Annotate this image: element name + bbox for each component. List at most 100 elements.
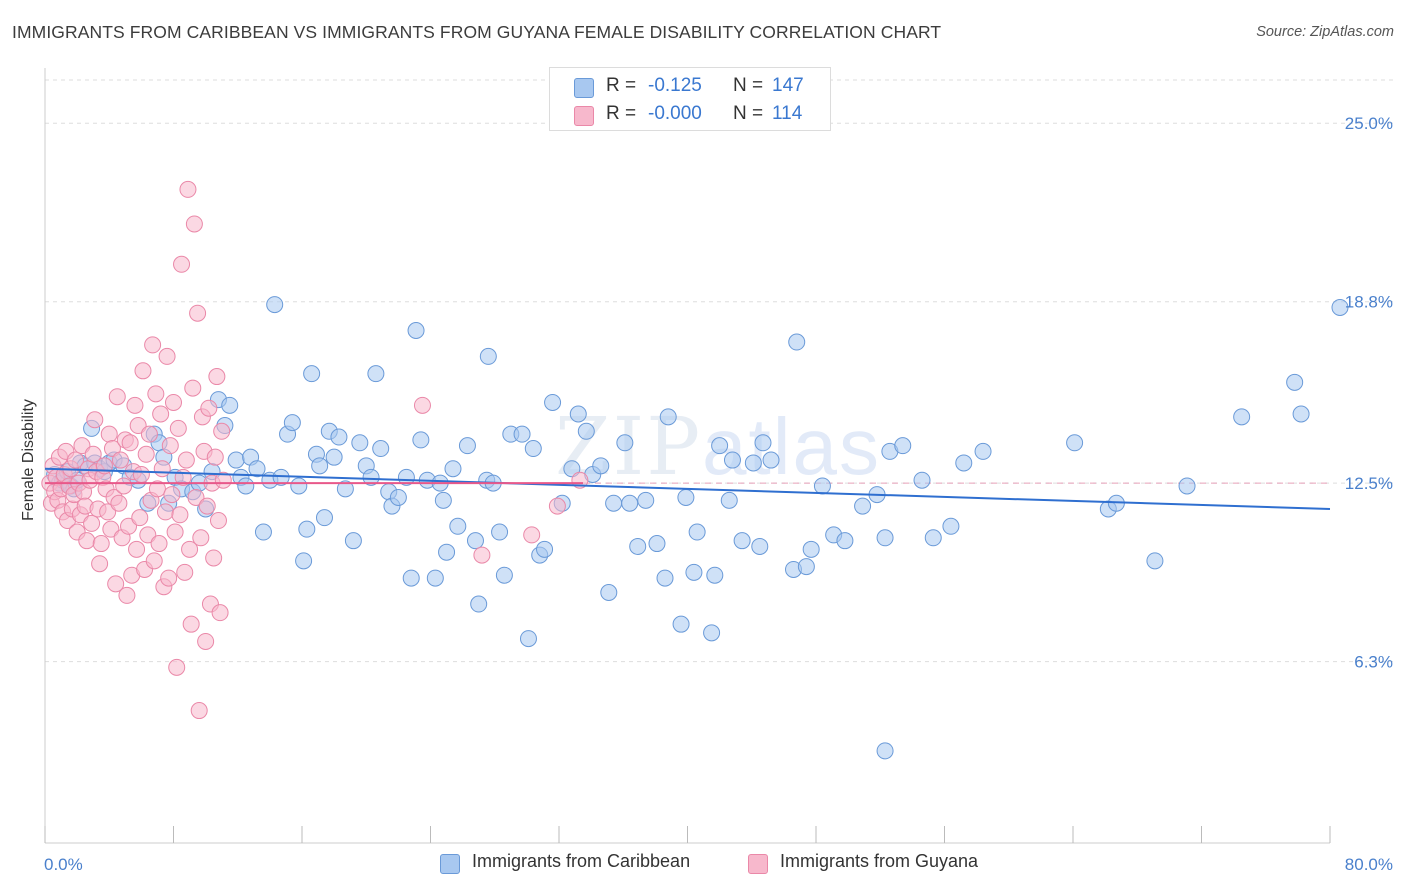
r-value: -0.000	[648, 103, 702, 124]
guyana-point	[140, 425, 158, 443]
guyana-point	[132, 465, 150, 483]
guyana-point	[182, 615, 200, 633]
guyana-point	[92, 535, 110, 553]
caribbean-point	[1286, 373, 1304, 391]
caribbean-point	[563, 460, 581, 478]
guyana-point	[134, 362, 152, 380]
caribbean-point	[290, 477, 308, 495]
caribbean-point	[372, 440, 390, 458]
guyana-point	[523, 526, 541, 544]
n-value: 147	[772, 75, 804, 96]
caribbean-point	[544, 393, 562, 411]
caribbean-point	[351, 434, 369, 452]
caribbean-point	[629, 537, 647, 555]
guyana-point	[213, 422, 231, 440]
caribbean-point	[254, 523, 272, 541]
guyana-point	[84, 445, 102, 463]
guyana-point	[103, 440, 121, 458]
caribbean-point	[1066, 434, 1084, 452]
caribbean-point	[311, 457, 329, 475]
caribbean-point	[577, 422, 595, 440]
caribbean-point	[367, 365, 385, 383]
source-label: Source: ZipAtlas.com	[1256, 24, 1394, 40]
caribbean-point	[569, 405, 587, 423]
caribbean-point	[266, 296, 284, 314]
caribbean-point	[688, 523, 706, 541]
guyana-point	[166, 523, 184, 541]
caribbean-point	[1331, 298, 1349, 316]
guyana-point	[83, 514, 101, 532]
watermark-atlas: atlas	[702, 402, 881, 491]
legend-label-caribbean: Immigrants from Caribbean	[472, 851, 691, 871]
caribbean-point	[466, 532, 484, 550]
caribbean-point	[802, 540, 820, 558]
caribbean-point	[519, 630, 537, 648]
y-tick-label: 12.5%	[1345, 474, 1393, 493]
guyana-point	[169, 419, 187, 437]
guyana-point	[153, 460, 171, 478]
caribbean-point	[315, 509, 333, 527]
caribbean-point	[813, 477, 831, 495]
caribbean-point	[336, 480, 354, 498]
caribbean-point	[495, 566, 513, 584]
y-tick-label: 25.0%	[1345, 114, 1393, 133]
caribbean-point	[458, 437, 476, 455]
caribbean-point	[397, 468, 415, 486]
stats-row-guyana: R = -0.000 N = 114	[550, 100, 830, 128]
guyana-point	[73, 437, 91, 455]
caribbean-point	[1146, 552, 1164, 570]
guyana-point	[126, 396, 144, 414]
caribbean-point	[524, 440, 542, 458]
caribbean-point	[955, 454, 973, 472]
caribbean-point	[672, 615, 690, 633]
caribbean-point	[402, 569, 420, 587]
trend-line-caribbean	[44, 467, 1331, 511]
caribbean-point	[298, 520, 316, 538]
guyana-point	[158, 347, 176, 365]
caribbean-point	[470, 595, 488, 613]
caribbean-point	[444, 460, 462, 478]
r-value: -0.125	[648, 75, 702, 96]
caribbean-point	[592, 457, 610, 475]
caribbean-point	[227, 451, 245, 469]
caribbean-point	[648, 535, 666, 553]
caribbean-point	[685, 563, 703, 581]
guyana-point	[189, 304, 207, 322]
guyana-point	[205, 549, 223, 567]
guyana-point	[184, 379, 202, 397]
guyana-point	[110, 494, 128, 512]
guyana-point	[168, 658, 186, 676]
caribbean-point	[362, 468, 380, 486]
guyana-point	[209, 512, 227, 530]
caribbean-point	[237, 477, 255, 495]
guyana-point	[160, 569, 178, 587]
caribbean-point	[854, 497, 872, 515]
guyana-point	[120, 517, 138, 535]
caribbean-point	[754, 434, 772, 452]
caribbean-point	[479, 347, 497, 365]
guyana-point	[91, 555, 109, 573]
caribbean-point	[536, 540, 554, 558]
y-axis-label: Female Disability	[20, 399, 37, 521]
caribbean-point	[974, 442, 992, 460]
guyana-point	[128, 540, 146, 558]
caribbean-point	[248, 460, 266, 478]
n-value: 114	[772, 103, 803, 124]
caribbean-point	[407, 321, 425, 339]
caribbean-point	[924, 529, 942, 547]
caribbean-point	[600, 584, 618, 602]
caribbean-point	[412, 431, 430, 449]
r-label: R =	[606, 75, 637, 96]
guyana-point	[548, 497, 566, 515]
r-label: R =	[606, 103, 637, 124]
guyana-point	[187, 488, 205, 506]
guyana-point	[144, 336, 162, 354]
guyana-point	[171, 506, 189, 524]
caribbean-point	[876, 529, 894, 547]
caribbean-point	[677, 488, 695, 506]
y-tick-label: 18.8%	[1345, 293, 1393, 312]
guyana-point	[108, 388, 126, 406]
guyana-point	[173, 255, 191, 273]
guyana-point	[197, 632, 215, 650]
guyana-point	[214, 471, 232, 489]
